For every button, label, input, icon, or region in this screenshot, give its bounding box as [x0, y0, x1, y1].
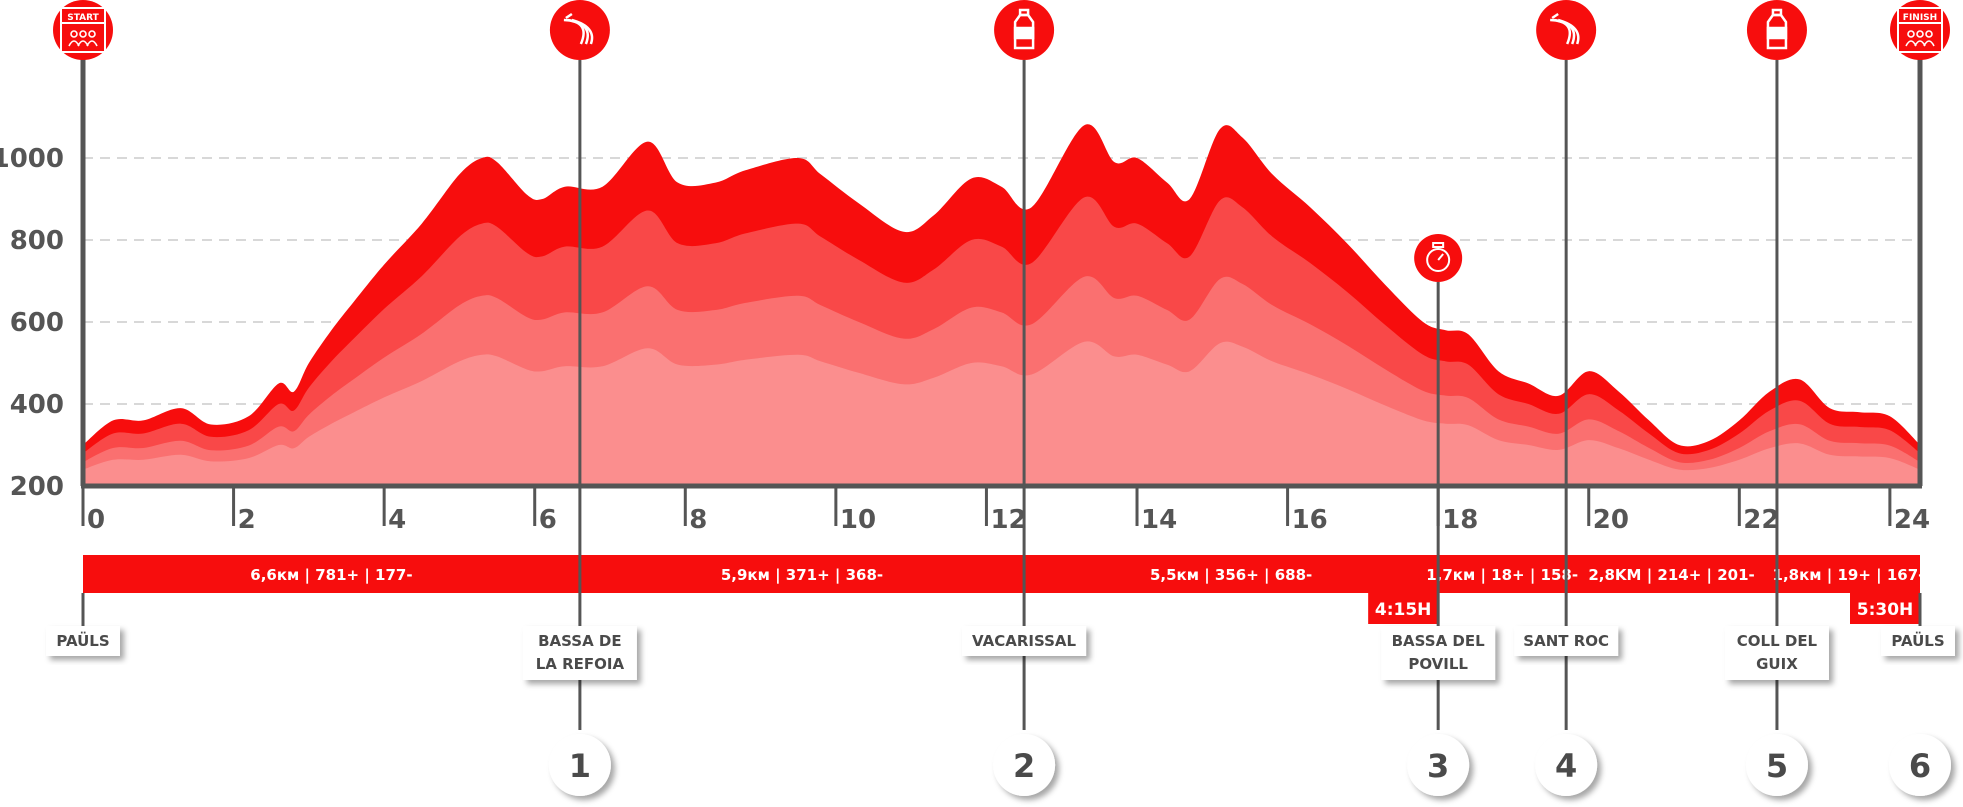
x-tick-label: 10 [840, 505, 876, 535]
waypoint-number-circle [1745, 734, 1808, 796]
waypoint-name: SANT ROC [1523, 632, 1609, 650]
x-tick-label: 12 [990, 505, 1026, 535]
y-tick-label: 200 [10, 472, 64, 502]
bananas-icon [1550, 12, 1580, 45]
x-tick-label: 8 [689, 505, 707, 535]
start-icon: START [60, 7, 106, 53]
cutoff-time-box [1368, 593, 1439, 624]
x-tick-label: 24 [1894, 505, 1930, 535]
waypoints: START PAÜLS BASSA DE LA REFOIA 1 VACARISSAL 2 B… [46, 0, 1955, 796]
x-tick-label: 6 [539, 505, 557, 535]
water-bottle-icon [1013, 8, 1035, 50]
waypoint-icon-circle [1414, 234, 1463, 282]
waypoint-name-box [46, 626, 120, 656]
waypoint-name: VACARISSAL [972, 632, 1076, 650]
elevation-area [83, 124, 1920, 487]
waypoint-number: 5 [1766, 747, 1788, 785]
x-tick-label: 4 [388, 505, 406, 535]
segment-label: 5,5км | 356+ | 688- [1150, 566, 1312, 585]
stopwatch-icon [1426, 242, 1451, 272]
waypoint-icon-circle [53, 0, 113, 60]
waypoint-icon-circle [549, 0, 610, 60]
waypoint-name-box [1724, 626, 1829, 680]
x-tick-label: 0 [87, 505, 105, 535]
waypoint-number: 1 [569, 747, 591, 785]
segment-label: 2,8KM | 214+ | 201- [1588, 566, 1754, 585]
segment-label: 5,9км | 371+ | 368- [721, 566, 883, 585]
segment-label: 1,8км | 19+ | 167- [1773, 566, 1925, 585]
cutoff-time-label: 5:30H [1857, 600, 1914, 620]
waypoint-name: COLL DEL [1737, 632, 1818, 650]
x-tick-label: 20 [1593, 505, 1629, 535]
waypoint-name-box [1881, 626, 1955, 656]
waypoint-number: 2 [1013, 747, 1035, 785]
y-tick-label: 800 [10, 226, 64, 256]
waypoint-icon-circle [1890, 0, 1950, 60]
waypoint-name: PAÜLS [56, 631, 109, 650]
waypoint-name: PAÜLS [1891, 631, 1944, 650]
waypoint-name: BASSA DE [538, 632, 622, 650]
waypoint-name-box [1514, 626, 1619, 656]
waypoint: START PAÜLS [46, 0, 120, 656]
segment-label: 6,6км | 781+ | 177- [250, 566, 412, 585]
waypoint-number-circle [1535, 734, 1598, 796]
y-tick-label: 1000 [0, 144, 64, 174]
waypoint-name-box [962, 626, 1087, 656]
x-tick-label: 16 [1292, 505, 1328, 535]
segment-bar-background [83, 555, 1920, 593]
waypoint-number-circle [993, 734, 1056, 796]
waypoint-number-circle [1889, 734, 1951, 796]
waypoint: BASSA DEL POVILL 3 [1381, 234, 1496, 796]
waypoint-number: 3 [1427, 747, 1449, 785]
waypoint-number: 4 [1555, 747, 1577, 785]
x-tick-label: 22 [1743, 505, 1779, 535]
waypoint-number-circle [1407, 734, 1470, 796]
cutoff-time-label: 4:15H [1375, 600, 1432, 620]
waypoint: VACARISSAL 2 [962, 0, 1087, 796]
icon-caption: START [67, 13, 99, 23]
y-tick-label: 600 [10, 308, 64, 338]
waypoint: BASSA DE LA REFOIA 1 [522, 0, 637, 796]
x-tick-label: 2 [238, 505, 256, 535]
icon-caption: FINISH [1903, 13, 1937, 23]
waypoint-name-box [522, 626, 637, 680]
cutoff-time-box [1850, 593, 1920, 624]
x-tick-label: 14 [1141, 505, 1177, 535]
waypoint-icon-circle [1536, 0, 1597, 60]
waypoint-name: POVILL [1408, 655, 1468, 673]
waypoint: FINISH PAÜLS 6 [1881, 0, 1955, 796]
bananas-icon [563, 12, 594, 45]
water-bottle-icon [1766, 8, 1788, 50]
y-tick-label: 400 [10, 390, 64, 420]
waypoint-name-box [1381, 626, 1496, 680]
waypoint-number: 6 [1909, 747, 1931, 785]
segment-label: 1,7км | 18+ | 158- [1426, 566, 1578, 585]
waypoint: COLL DEL GUIX 5 [1724, 0, 1829, 796]
finish-icon: FINISH [1897, 7, 1943, 53]
x-tick-label: 18 [1442, 505, 1478, 535]
waypoint-name: BASSA DEL [1392, 632, 1486, 650]
waypoint-number-circle [548, 734, 611, 796]
segment-bar: 6,6км | 781+ | 177- 5,9км | 371+ | 368- 5,… [83, 555, 1924, 624]
waypoint-name: LA REFOIA [536, 655, 625, 673]
elevation-band-4 [83, 341, 1920, 486]
waypoint-name: GUIX [1756, 655, 1798, 673]
waypoint: SANT ROC 4 [1514, 0, 1619, 796]
